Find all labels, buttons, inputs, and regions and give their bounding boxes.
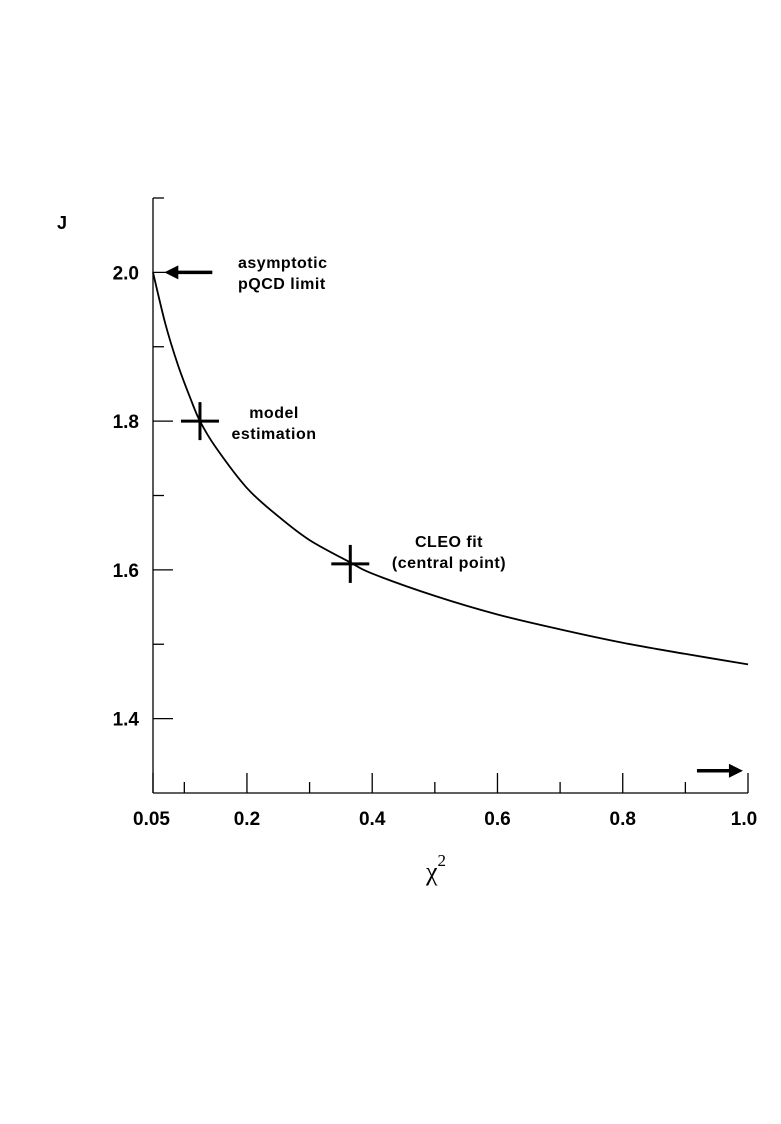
y-tick-label: 2.0 — [113, 263, 139, 284]
y-tick-label: 1.4 — [113, 710, 140, 731]
left-arrow — [164, 265, 213, 280]
cleo-fit-line-2: (central point) — [392, 555, 506, 572]
asymptotic-limit-line-1: asymptotic — [238, 255, 327, 272]
x-tick-label: 1.0 — [731, 809, 757, 830]
model-estimation-line-2: estimation — [231, 426, 316, 443]
cross-marker — [180, 402, 219, 441]
series-line — [152, 272, 749, 666]
x-axis-label-base: χ — [425, 857, 438, 886]
ticks: 1.4 1.6 1.8 2.0 0.05 0.2 0.4 0.6 0.8 1.0 — [113, 197, 757, 830]
arrow-head — [164, 265, 179, 280]
right-arrow — [696, 763, 743, 778]
asymptotic-limit-line-2: pQCD limit — [238, 276, 326, 293]
markers — [180, 402, 370, 583]
curve — [152, 272, 749, 666]
arrow-head — [728, 763, 743, 778]
model-estimation-line-1: model — [249, 405, 299, 422]
y-tick-label: 1.8 — [113, 412, 139, 433]
x-tick-label: 0.05 — [133, 809, 170, 830]
y-axis-label: J — [57, 213, 67, 233]
arrows — [164, 265, 743, 778]
x-tick-label: 0.6 — [484, 809, 510, 830]
annotations: asymptotic pQCD limit model estimation CLEO … — [231, 255, 506, 572]
cleo-fit-line-1: CLEO fit — [415, 534, 483, 551]
cross-marker — [331, 544, 370, 583]
x-axis-label: χ2 — [425, 851, 446, 886]
x-tick-label: 0.4 — [359, 809, 386, 830]
y-tick-label: 1.6 — [113, 561, 139, 582]
x-tick-label: 0.2 — [234, 809, 260, 830]
x-axis-label-superscript: 2 — [438, 851, 447, 870]
x-tick-label: 0.8 — [610, 809, 636, 830]
